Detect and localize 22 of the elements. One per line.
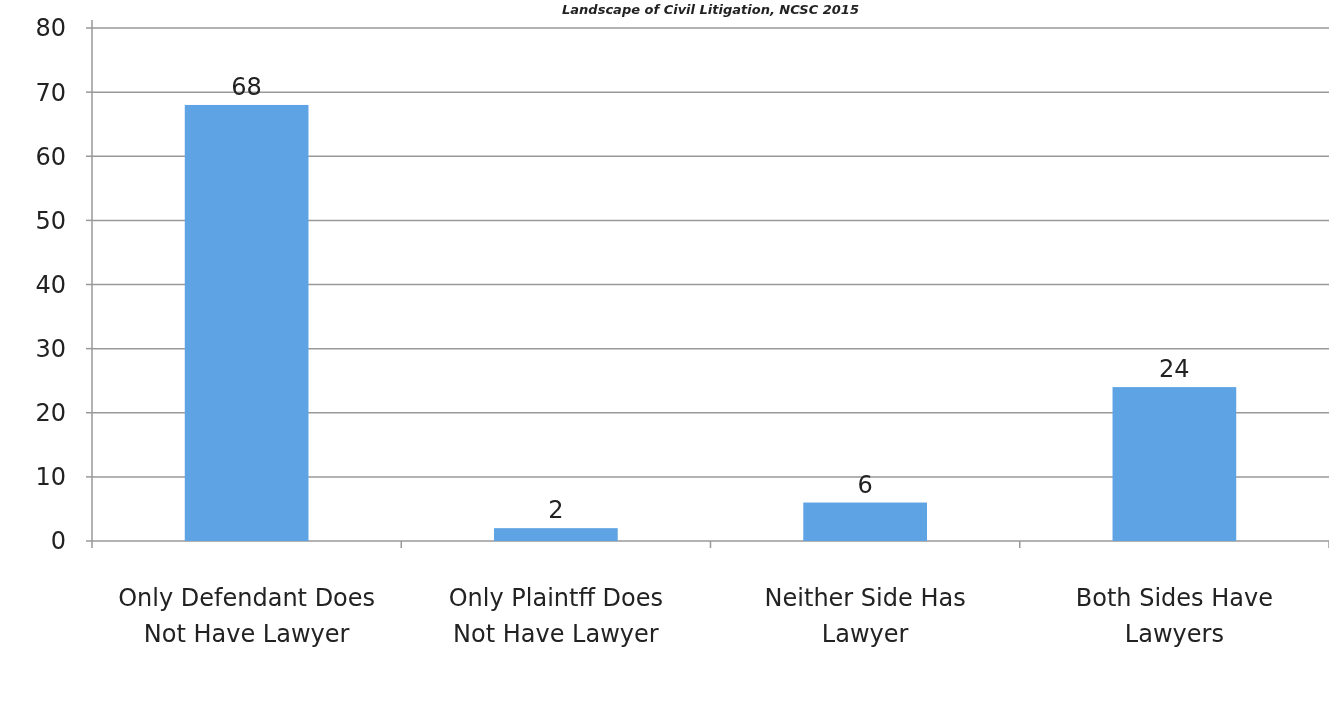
x-tick-label: Both Sides Have Lawyers [1075, 584, 1273, 648]
bar [1112, 387, 1237, 541]
data-label: 24 [1159, 355, 1190, 384]
y-tick-label: 40 [35, 270, 66, 299]
y-tick-label: 60 [35, 142, 66, 171]
y-tick-label: 0 [50, 527, 66, 556]
x-tick-label: Neither Side Has Lawyer [764, 584, 966, 648]
y-tick-label: 10 [35, 463, 66, 492]
y-tick-label: 30 [35, 335, 66, 364]
y-tick-label: 50 [35, 206, 66, 235]
y-tick-label: 70 [35, 78, 66, 107]
bar [494, 528, 618, 541]
chart-title: Landscape of Civil Litigation, NCSC 2015 [562, 2, 859, 17]
data-label: 68 [231, 72, 262, 101]
bar [803, 502, 927, 541]
data-label: 6 [857, 470, 873, 499]
x-tick-label: Only Defendant Does Not Have Lawyer [118, 584, 376, 648]
bar [184, 104, 309, 541]
y-tick-label: 20 [35, 399, 66, 428]
y-tick-label: 80 [35, 14, 66, 43]
data-label: 2 [548, 496, 564, 525]
x-tick-label: Only Plaintff Does Not Have Lawyer [448, 584, 664, 648]
